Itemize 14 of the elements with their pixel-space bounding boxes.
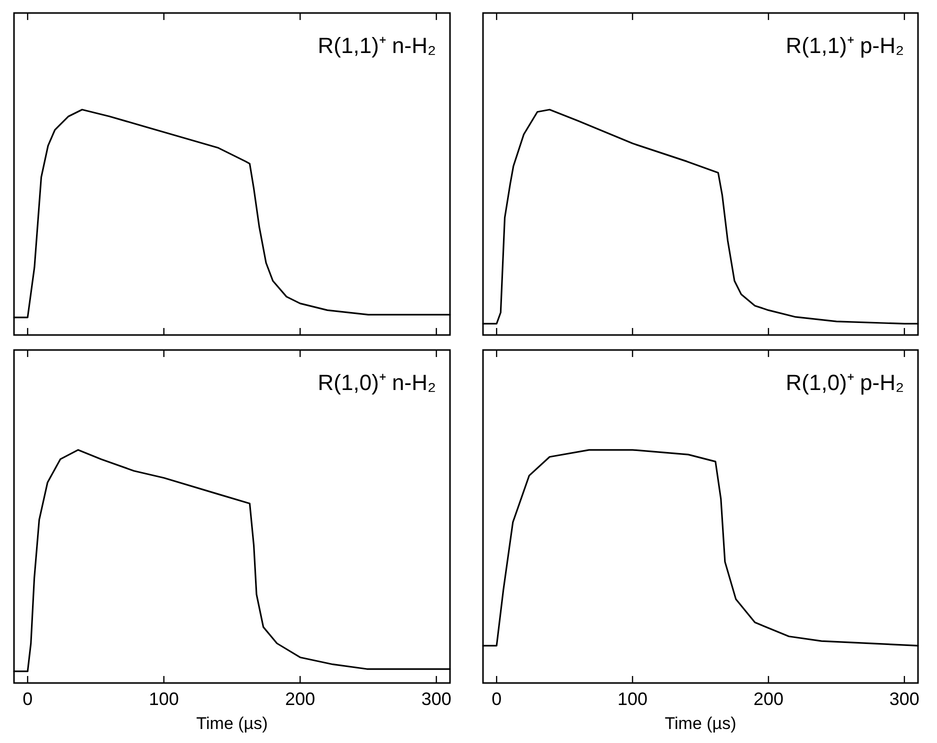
x-tick-label: 0 [22, 689, 33, 709]
chart-title: R(1,0)⁺ p-H₂ [786, 370, 904, 395]
chart-title: R(1,1)⁺ p-H₂ [786, 33, 904, 58]
x-tick-label: 200 [753, 689, 784, 709]
x-tick-label: 100 [618, 689, 648, 709]
x-tick-label: 200 [285, 689, 316, 709]
x-tick-label: 0 [492, 689, 502, 709]
x-tick-label: 100 [148, 689, 179, 709]
chart-title: R(1,1)⁺ n-H₂ [318, 33, 436, 58]
x-axis-title: Time (µs) [196, 714, 268, 733]
chart-title: R(1,0)⁺ n-H₂ [318, 370, 436, 395]
x-tick-label: 300 [889, 689, 920, 709]
x-tick-label: 300 [421, 689, 452, 709]
x-axis-title: Time (µs) [664, 714, 736, 733]
